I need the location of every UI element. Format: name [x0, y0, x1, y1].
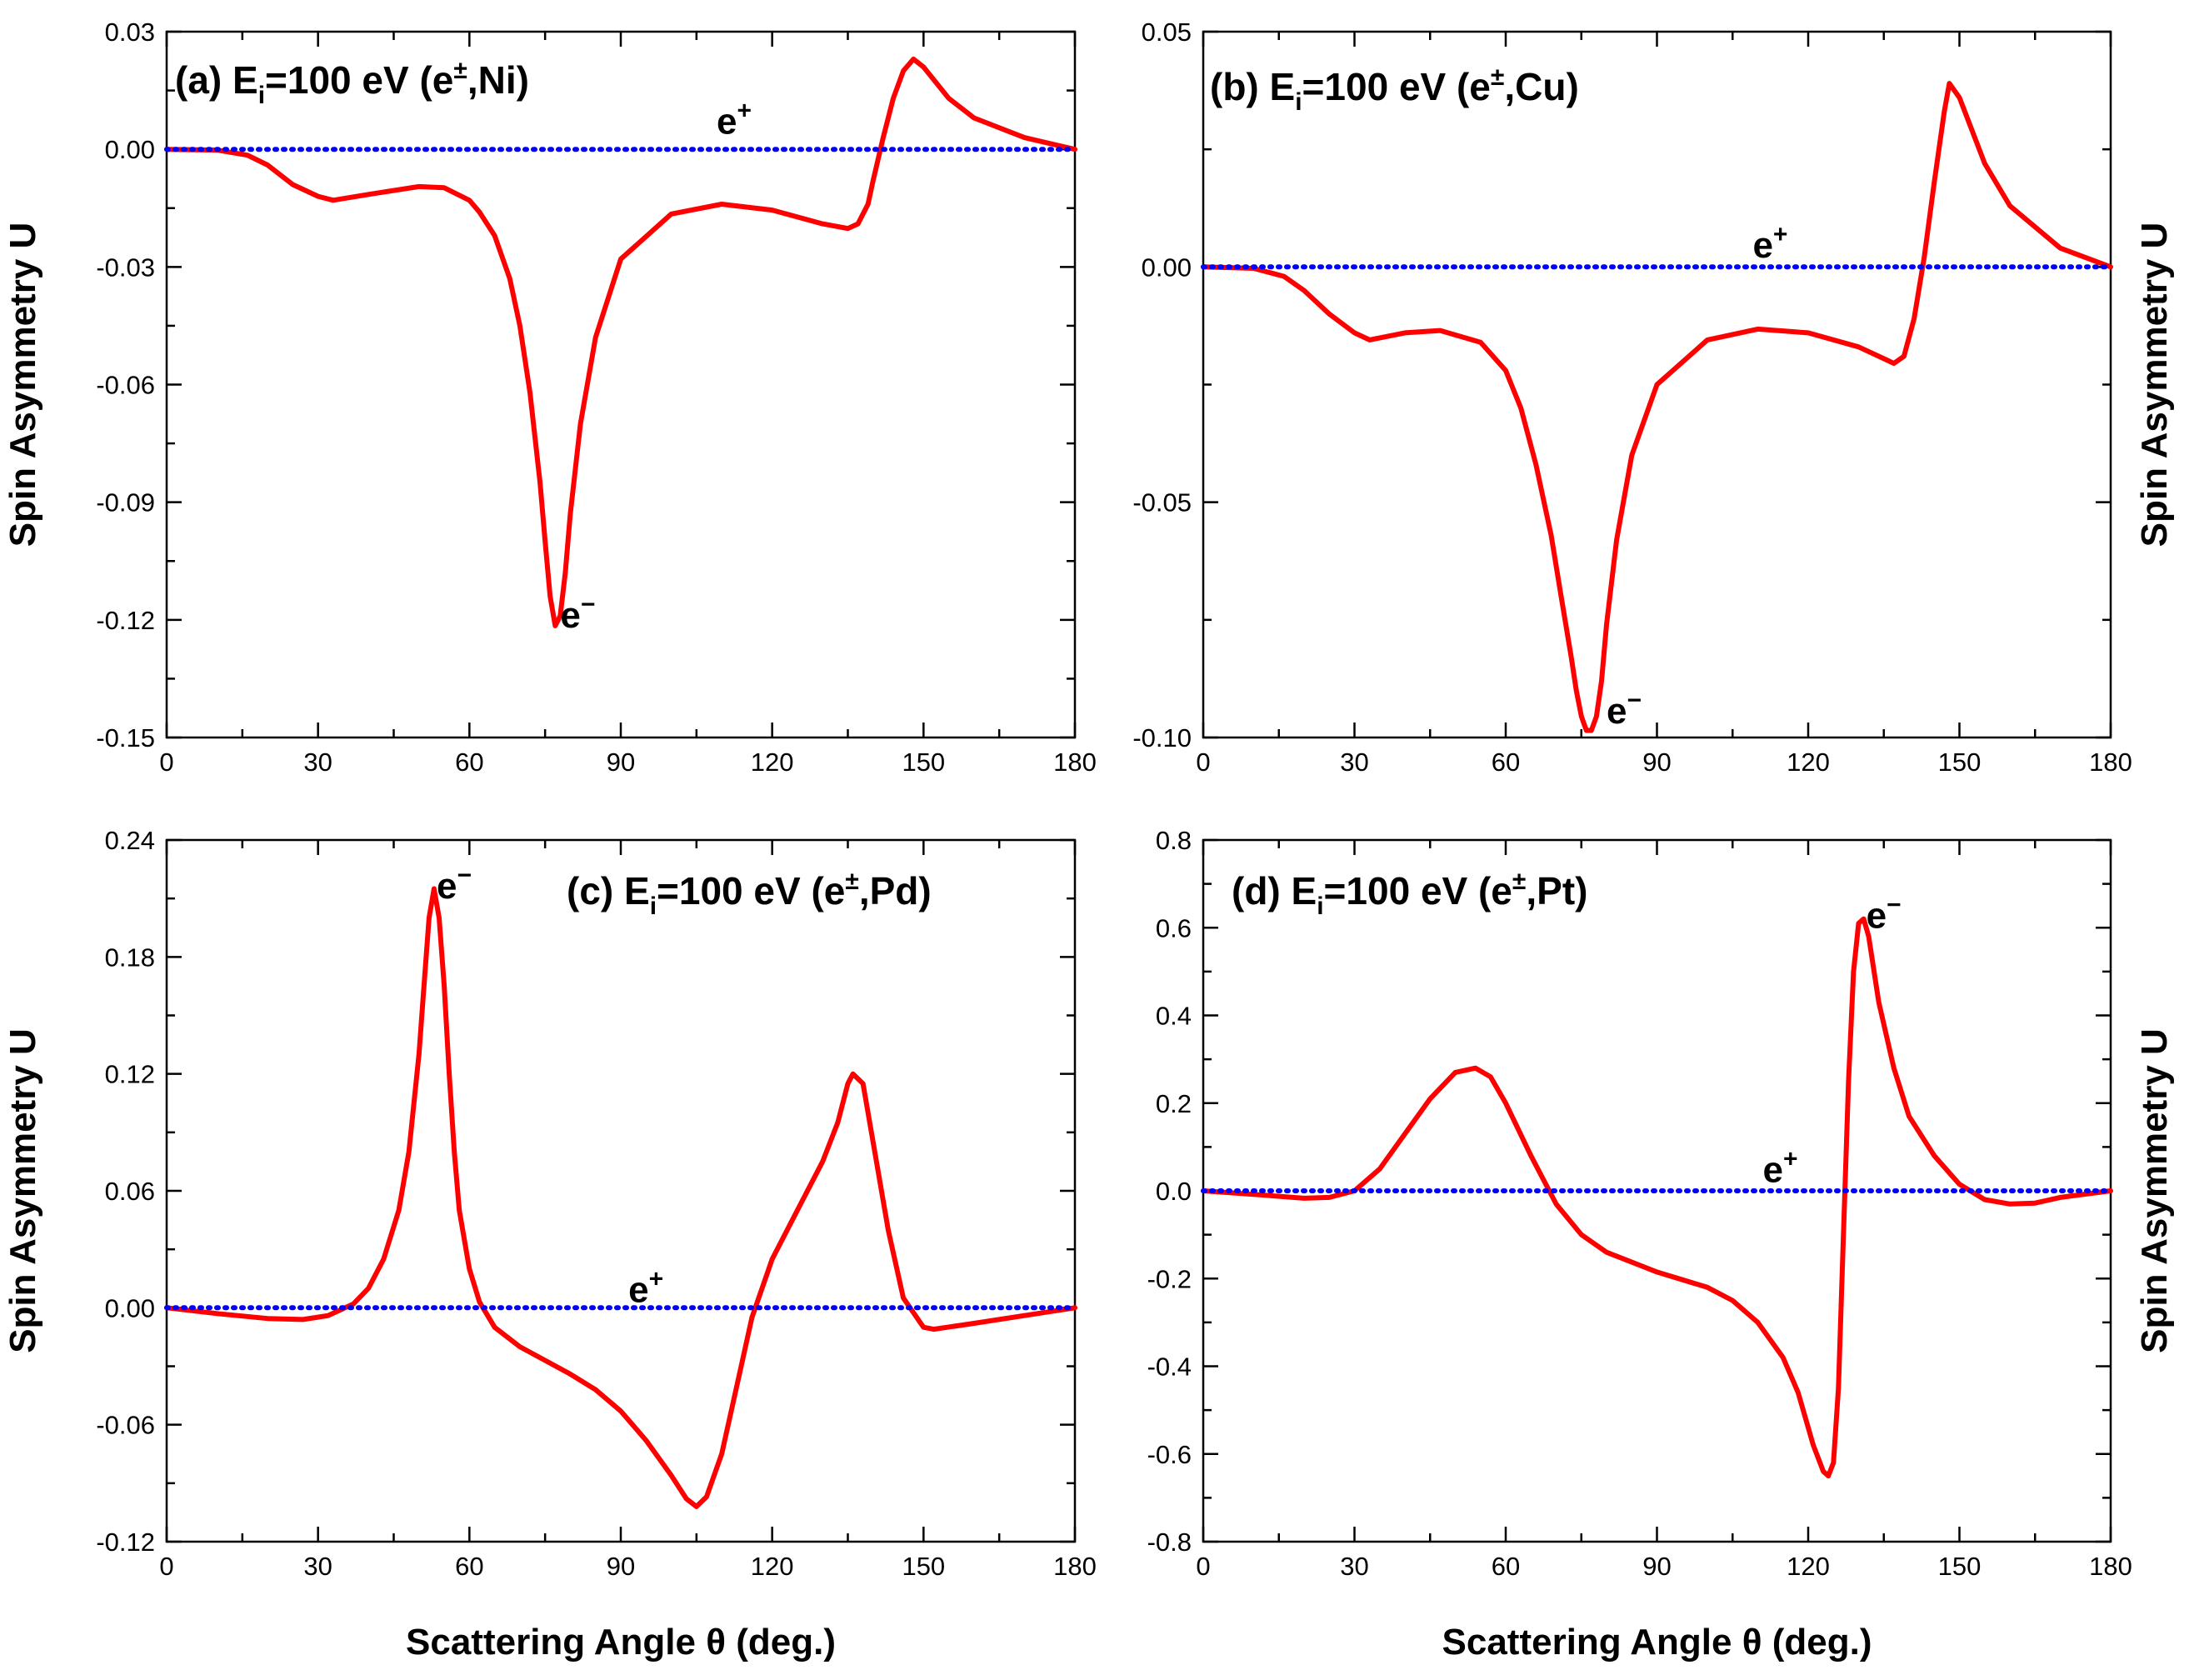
y-tick-label: -0.03 [96, 252, 155, 282]
x-tick-label: 0 [159, 748, 173, 777]
x-tick-label: 90 [607, 748, 635, 777]
label-electron: e− [1607, 687, 1642, 732]
y-tick-label: -0.12 [96, 606, 155, 635]
x-tick-label: 60 [1492, 748, 1520, 777]
plot-frame [165, 838, 1077, 1543]
x-tick-label: 120 [751, 748, 794, 777]
x-tick-label: 180 [2089, 748, 2132, 777]
x-tick-label: 30 [303, 748, 332, 777]
y-tick-label: -0.06 [96, 1411, 155, 1440]
x-tick-label: 180 [1053, 748, 1097, 777]
x-tick-label: 120 [1787, 1552, 1830, 1581]
y-tick-label: 0.2 [1156, 1089, 1192, 1118]
panel-title: (b) Ei=100 eV (e±,Cu) [1210, 63, 1579, 116]
y-tick-label: 0.6 [1156, 913, 1192, 942]
panel-title: (d) Ei=100 eV (e±,Pt) [1232, 868, 1587, 920]
x-tick-label: 180 [1053, 1552, 1097, 1581]
x-tick-label: 90 [607, 1552, 635, 1581]
y-tick-label: -0.6 [1147, 1440, 1192, 1469]
panel-a: 0 30 60 90 120 150 180 -0.15 -0.12 -0.09 -0.06 -0.0… [2, 18, 1097, 777]
label-electron: e− [437, 862, 472, 907]
label-positron: e+ [1763, 1145, 1798, 1190]
y-tick-label: -0.05 [1132, 488, 1192, 518]
y-tick-label: 0.12 [105, 1060, 155, 1089]
y-tick-label: 0.00 [105, 1293, 155, 1322]
x-tick-label: 0 [1196, 1552, 1210, 1581]
y-tick-label: -0.06 [96, 371, 155, 400]
y-tick-label: 0.18 [105, 942, 155, 972]
x-tick-label: 0 [1196, 748, 1210, 777]
y-tick-label: -0.15 [96, 723, 155, 752]
x-tick-label: 30 [1340, 748, 1368, 777]
label-positron: e+ [628, 1265, 663, 1310]
y-tick-label: -0.8 [1147, 1528, 1192, 1557]
y-tick-label: 0.00 [105, 135, 155, 164]
x-tick-label: 60 [455, 1552, 483, 1581]
y-tick-label: 0.0 [1156, 1177, 1192, 1206]
x-tick-label: 30 [303, 1552, 332, 1581]
x-tick-label: 150 [1938, 1552, 1982, 1581]
panel-c: 0 30 60 90 120 150 180 -0.12 -0.06 0.00 0.06 0.12 0.… [2, 826, 1097, 1662]
y-tick-label: 0.8 [1156, 826, 1192, 855]
x-tick-label: 0 [159, 1552, 173, 1581]
y-tick-label: -0.10 [1132, 723, 1192, 752]
y-tick-label: 0.4 [1156, 1002, 1192, 1031]
x-tick-label: 90 [1642, 748, 1671, 777]
series-electron-line [1201, 916, 2113, 1479]
x-tick-label: 60 [1492, 1552, 1520, 1581]
x-tick-label: 60 [455, 748, 483, 777]
panel-title: (a) Ei=100 eV (e±,Ni) [175, 57, 529, 109]
series-electron-line [1201, 81, 2113, 733]
series-electron-line [164, 886, 1077, 1509]
x-tick-label: 150 [902, 748, 945, 777]
y-tick-label: -0.2 [1147, 1264, 1192, 1293]
x-tick-label: 150 [902, 1552, 945, 1581]
x-tick-label: 180 [2089, 1552, 2132, 1581]
series-electron-line [164, 56, 1077, 628]
y-axis-title: Spin Asymmetry U [2134, 222, 2175, 548]
x-axis-title: Scattering Angle θ (deg.) [406, 1622, 836, 1662]
y-tick-label: -0.12 [96, 1528, 155, 1557]
label-positron: e+ [717, 97, 752, 142]
plot-frame [165, 30, 1077, 739]
panel-d: 0 30 60 90 120 150 180 -0.8 -0.6 -0.4 -0.2 0.0 0.2 0.… [1147, 826, 2175, 1662]
y-tick-label: 0.00 [1142, 252, 1192, 282]
y-tick-label: 0.03 [105, 18, 155, 47]
x-tick-label: 120 [751, 1552, 794, 1581]
y-tick-label: 0.24 [105, 826, 155, 855]
label-positron: e+ [1752, 221, 1787, 266]
x-tick-label: 150 [1938, 748, 1982, 777]
y-tick-label: -0.4 [1147, 1352, 1192, 1382]
y-axis-title: Spin Asymmetry U [2, 1028, 43, 1353]
y-tick-label: 0.05 [1142, 18, 1192, 47]
panel-title: (c) Ei=100 eV (e±,Pd) [567, 868, 932, 920]
y-axis-title: Spin Asymmetry U [2134, 1028, 2175, 1353]
panel-b: 0 30 60 90 120 150 180 -0.10 -0.05 0.00 0.05 Spin A… [1132, 18, 2175, 777]
label-electron: e− [560, 591, 595, 636]
x-tick-label: 120 [1787, 748, 1830, 777]
label-electron: e− [1867, 891, 1902, 936]
x-tick-label: 30 [1340, 1552, 1368, 1581]
y-tick-label: -0.09 [96, 488, 155, 518]
x-axis-title: Scattering Angle θ (deg.) [1442, 1622, 1872, 1662]
y-axis-title: Spin Asymmetry U [2, 222, 43, 548]
x-tick-label: 90 [1642, 1552, 1671, 1581]
y-tick-label: 0.06 [105, 1177, 155, 1206]
